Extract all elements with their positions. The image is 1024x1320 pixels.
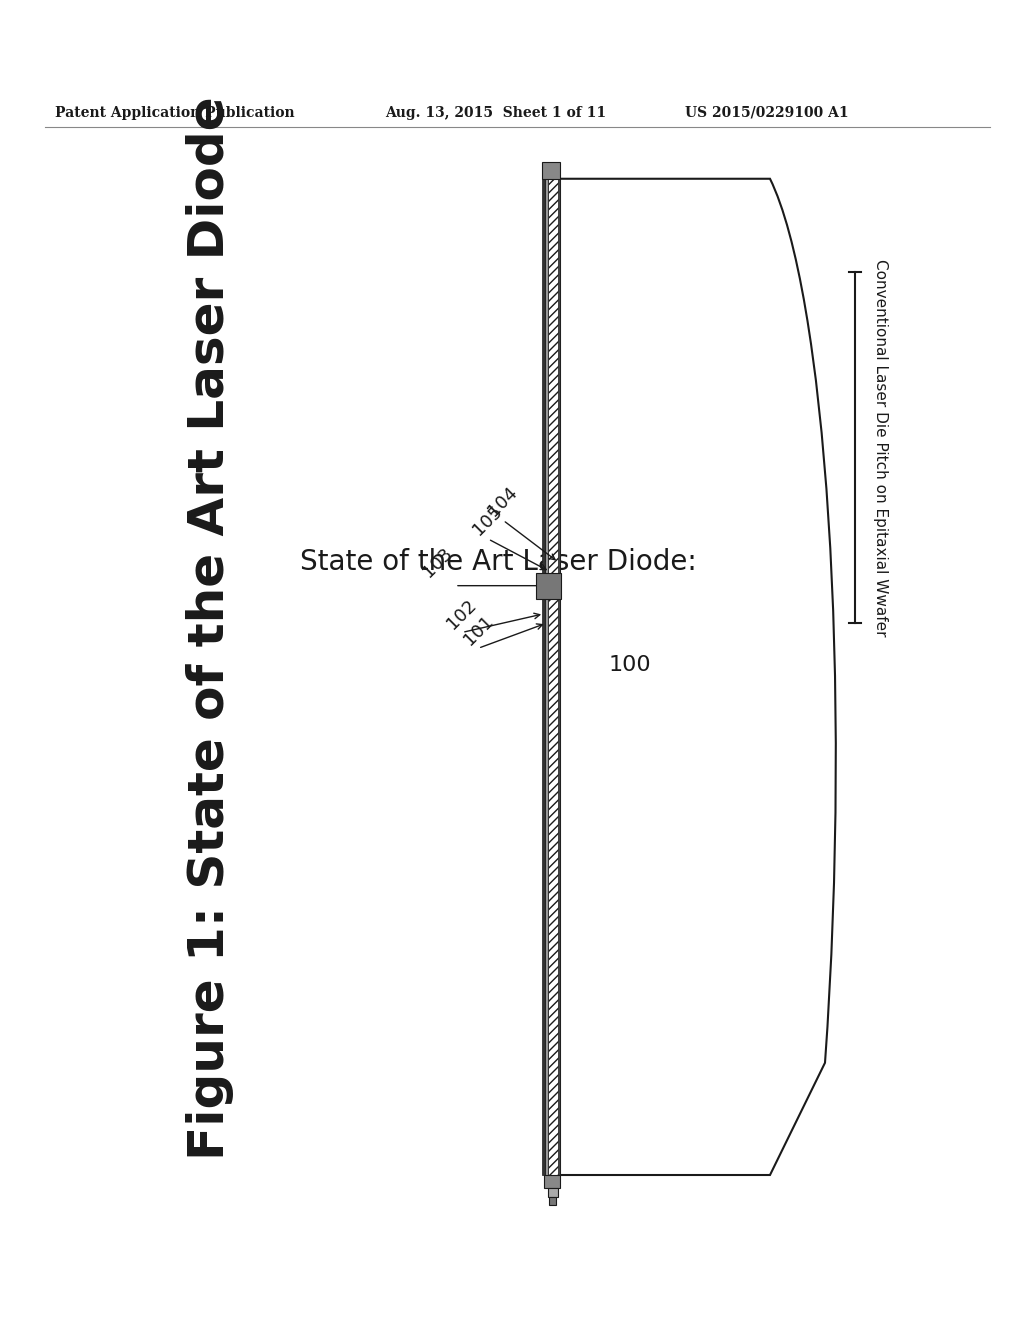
Text: 103: 103: [420, 544, 457, 581]
Bar: [546, 178, 548, 1175]
Text: State of the Art Laser Diode:: State of the Art Laser Diode:: [300, 548, 696, 577]
PathPatch shape: [560, 178, 836, 1175]
Bar: [543, 162, 560, 178]
Bar: [549, 1197, 556, 1205]
Text: Conventional Laser Die Pitch on Epitaxial Wwafer: Conventional Laser Die Pitch on Epitaxia…: [873, 259, 888, 636]
Bar: [548, 178, 557, 1175]
Text: 104: 104: [484, 483, 521, 520]
Bar: [543, 178, 546, 1175]
Text: 105: 105: [470, 502, 507, 539]
Text: 100: 100: [608, 655, 651, 676]
Bar: [537, 573, 561, 599]
Text: Patent Application Publication: Patent Application Publication: [55, 106, 295, 120]
Text: 102: 102: [443, 595, 480, 632]
Bar: [548, 1188, 558, 1197]
Bar: [557, 178, 560, 1175]
Text: US 2015/0229100 A1: US 2015/0229100 A1: [685, 106, 849, 120]
Text: 101: 101: [460, 611, 497, 648]
Text: Aug. 13, 2015  Sheet 1 of 11: Aug. 13, 2015 Sheet 1 of 11: [385, 106, 606, 120]
Bar: [544, 1175, 560, 1188]
Text: Figure 1: State of the Art Laser Diode: Figure 1: State of the Art Laser Diode: [186, 96, 234, 1159]
